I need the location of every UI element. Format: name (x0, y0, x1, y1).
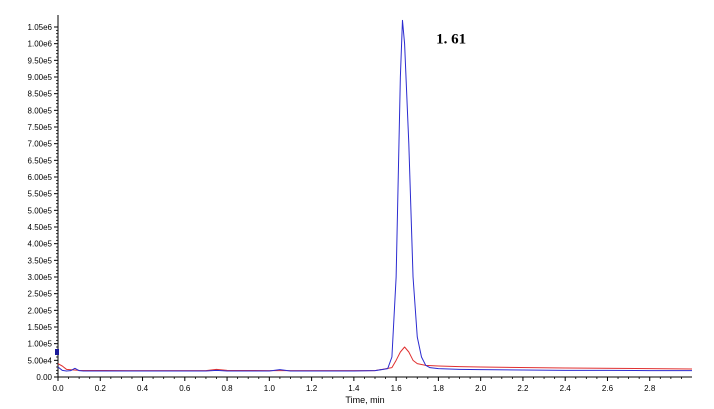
series-line-1 (57, 19, 692, 372)
annotation-layer: 1. 61 (436, 32, 466, 48)
y-tick-label: 4.00e5 (28, 240, 53, 249)
y-tick-label: 1.50e5 (28, 323, 53, 332)
y-tick-label: 1.05e6 (28, 23, 53, 32)
y-tick-label: 5.50e5 (28, 190, 53, 199)
y-tick-label: 4.50e5 (28, 223, 53, 232)
x-tick-label: 0.6 (179, 384, 191, 393)
left-edge-marker (55, 349, 59, 355)
x-axis-ticks: 0.0 0.2 0.4 0.6 0.8 1.0 1.2 1.4 1.6 1.8 2.0 2.2 2.4 2… (52, 377, 682, 393)
y-tick-label: 8.00e5 (28, 106, 53, 115)
y-tick-label: 6.50e5 (28, 156, 53, 165)
x-tick-label: 2.2 (517, 384, 529, 393)
x-tick-label: 1.0 (264, 384, 276, 393)
y-tick-label: 7.50e5 (28, 123, 53, 132)
x-tick-label: 0.4 (137, 384, 149, 393)
series-line-2 (57, 346, 693, 372)
x-tick-label: 1.6 (391, 384, 403, 393)
x-axis-title: Time, min (345, 395, 384, 405)
x-tick-label: 1.2 (306, 384, 318, 393)
series-layer (57, 19, 693, 372)
x-axis: 0.0 0.2 0.4 0.6 0.8 1.0 1.2 1.4 1.6 1.8 2.0 2.2 2.4 2… (52, 376, 692, 405)
x-tick-label: 2.0 (475, 384, 487, 393)
y-tick-label: 0.00 (36, 373, 52, 382)
y-tick-label: 6.00e5 (28, 173, 53, 182)
y-axis: 0.00 5.00e4 1.00e5 1.50e5 2.00e5 2.50e5 3.00e5… (28, 15, 59, 382)
y-tick-label: 3.00e5 (28, 273, 53, 282)
x-tick-label: 0.0 (52, 384, 64, 393)
y-axis-ticks: 0.00 5.00e4 1.00e5 1.50e5 2.00e5 2.50e5 3.00e5… (28, 23, 58, 382)
x-tick-label: 2.4 (560, 384, 572, 393)
x-tick-label: 1.4 (348, 384, 360, 393)
x-tick-label: 0.2 (95, 384, 107, 393)
y-tick-label: 5.00e5 (28, 206, 53, 215)
x-tick-label: 2.8 (644, 384, 656, 393)
y-tick-label: 3.50e5 (28, 256, 53, 265)
y-tick-label: 8.50e5 (28, 90, 53, 99)
y-tick-label: 5.00e4 (28, 356, 53, 365)
y-tick-label: 7.00e5 (28, 140, 53, 149)
x-tick-label: 2.6 (602, 384, 614, 393)
x-tick-label: 0.8 (222, 384, 234, 393)
y-tick-label: 1.00e6 (28, 40, 53, 49)
y-tick-label: 9.50e5 (28, 56, 53, 65)
x-tick-label: 1.8 (433, 384, 445, 393)
y-tick-label: 9.00e5 (28, 73, 53, 82)
y-tick-label: 2.50e5 (28, 290, 53, 299)
y-tick-label: 2.00e5 (28, 306, 53, 315)
y-tick-label: 1.00e5 (28, 340, 53, 349)
peak-annotation: 1. 61 (436, 32, 466, 48)
